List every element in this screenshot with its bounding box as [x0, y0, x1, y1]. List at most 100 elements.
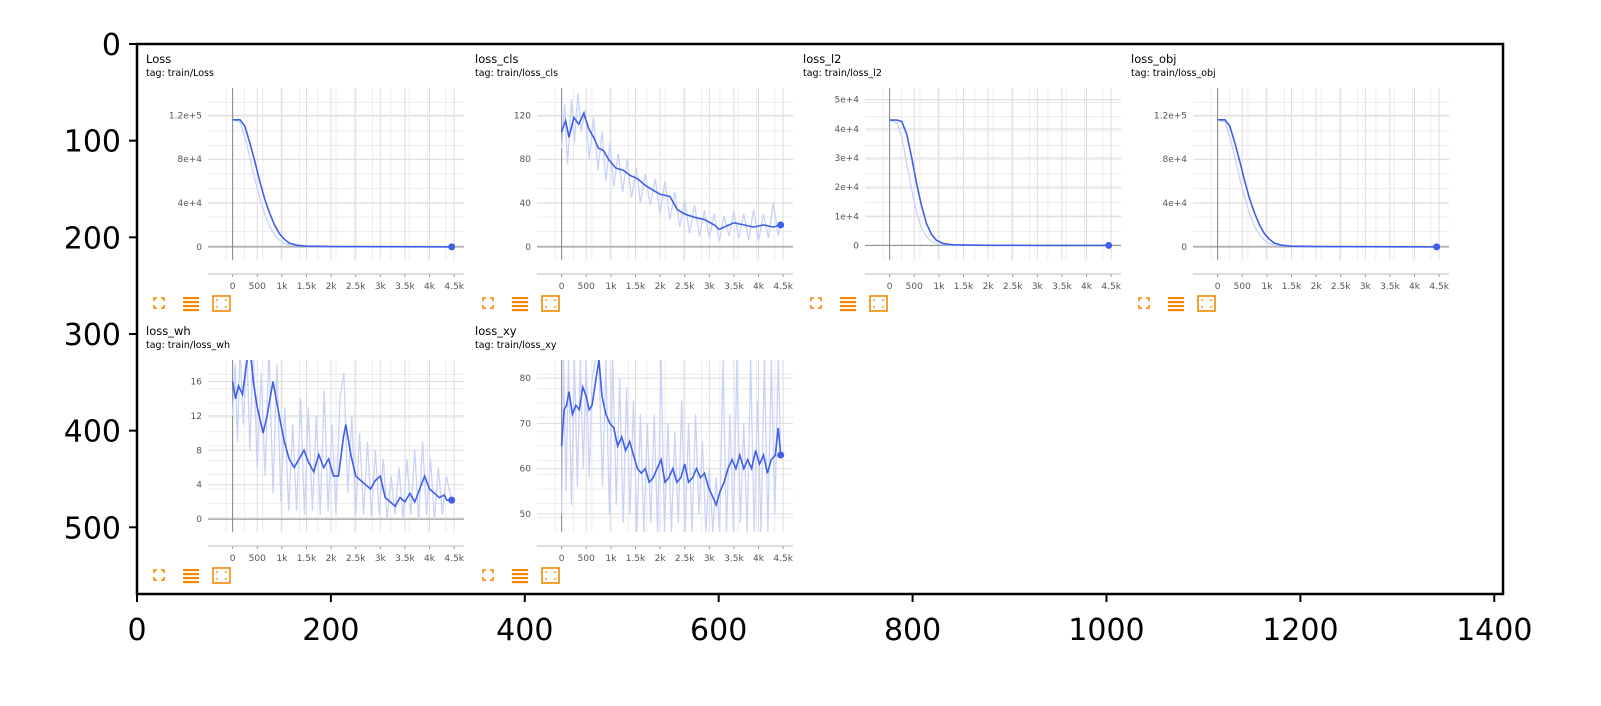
fit-domain-icon-frame — [212, 567, 231, 584]
x-tick-label: 0 — [559, 282, 565, 292]
panel-tag: tag: train/loss_obj — [1131, 68, 1216, 79]
panel-tag: tag: train/loss_xy — [475, 340, 557, 351]
y-tick-label: 2e+4 — [834, 183, 859, 193]
data-table-icon-bar — [840, 297, 856, 300]
x-tick-label: 500 — [578, 554, 595, 564]
x-tick-label: 3k — [1360, 282, 1372, 292]
chart-panel: loss_cls tag: train/loss_cls 0 500 1k 1.5k 2k 2… — [475, 52, 794, 312]
outer-x-tick-label: 1000 — [1068, 613, 1144, 648]
fit-domain-icon-corners — [545, 299, 556, 308]
chart-panel: loss_xy tag: train/loss_xy 0 500 1k 1.5k 2k 2.5… — [475, 324, 794, 584]
y-tick-label: 1.2e+5 — [169, 111, 202, 121]
raw-series-line — [560, 93, 782, 242]
panel-title: loss_cls — [475, 52, 518, 66]
x-tick-label: 2k — [983, 282, 995, 292]
y-tick-label: 0 — [1181, 243, 1187, 253]
x-tick-label: 500 — [1234, 282, 1251, 292]
x-tick-label: 0 — [230, 282, 236, 292]
y-tick-label: 4 — [196, 481, 202, 491]
x-tick-label: 4k — [753, 554, 765, 564]
panel-tag: tag: train/Loss — [146, 68, 214, 79]
outer-y-tick-label: 400 — [64, 415, 121, 450]
x-tick-label: 0 — [559, 554, 565, 564]
x-tick-label: 2k — [1311, 282, 1323, 292]
x-tick-label: 0 — [887, 282, 893, 292]
data-table-icon-bar — [183, 581, 199, 584]
expand-icon-shape — [482, 569, 494, 581]
x-tick-label: 0 — [1215, 282, 1221, 292]
y-tick-label: 5e+4 — [834, 96, 859, 106]
x-tick-label: 1k — [605, 554, 617, 564]
smoothed-series-line — [560, 110, 781, 231]
x-tick-label: 3k — [375, 554, 387, 564]
y-tick-label: 0 — [196, 243, 202, 253]
y-tick-label: 0 — [525, 243, 531, 253]
expand-icon — [482, 569, 494, 581]
data-table-icon-bar — [512, 309, 528, 312]
y-tick-label: 1e+4 — [834, 212, 859, 222]
x-tick-label: 0 — [230, 554, 236, 564]
smoothed-series-line — [232, 119, 452, 248]
y-tick-label: 120 — [514, 111, 531, 121]
smoothed-series-line — [1217, 119, 1437, 248]
x-tick-label: 2.5k — [675, 554, 695, 564]
data-table-icon-bar — [183, 573, 199, 576]
outer-x-tick-label: 200 — [302, 613, 359, 648]
panel-tag: tag: train/loss_cls — [475, 68, 558, 79]
x-tick-label: 4.5k — [444, 282, 464, 292]
fit-domain-icon — [541, 295, 560, 312]
fit-domain-icon-frame — [869, 295, 888, 312]
fit-domain-icon-corners — [216, 299, 227, 308]
x-tick-label: 2.5k — [1003, 282, 1023, 292]
data-table-icon-bar — [512, 577, 528, 580]
x-tick-label: 3.5k — [1380, 282, 1400, 292]
data-table-icon-bar — [183, 569, 199, 572]
x-tick-label: 500 — [906, 282, 923, 292]
data-table-icon-bar — [840, 309, 856, 312]
fit-domain-icon — [212, 295, 231, 312]
panel-tag: tag: train/loss_wh — [146, 340, 230, 351]
x-tick-label: 4k — [424, 282, 436, 292]
data-table-icon-bar — [512, 297, 528, 300]
data-table-icon-bar — [840, 305, 856, 308]
x-tick-label: 4.5k — [1101, 282, 1121, 292]
data-table-icon — [1168, 297, 1184, 312]
fit-domain-icon — [869, 295, 888, 312]
x-tick-label: 2.5k — [675, 282, 695, 292]
panel-title: Loss — [146, 52, 171, 66]
y-tick-label: 80 — [520, 374, 532, 384]
y-tick-label: 0 — [853, 241, 859, 251]
expand-icon-shape — [810, 297, 822, 309]
expand-icon — [482, 297, 494, 309]
last-point-marker — [448, 243, 456, 251]
y-tick-label: 4e+4 — [834, 125, 859, 135]
x-tick-label: 3k — [375, 282, 387, 292]
x-tick-label: 3.5k — [395, 554, 415, 564]
y-tick-label: 60 — [520, 465, 532, 475]
x-tick-label: 1k — [605, 282, 617, 292]
x-tick-label: 4.5k — [773, 282, 793, 292]
data-table-icon — [840, 297, 856, 312]
data-table-icon — [512, 569, 528, 584]
smoothed-series-line — [889, 119, 1109, 247]
y-tick-label: 4e+4 — [1162, 199, 1187, 209]
fit-domain-icon-corners — [216, 571, 227, 580]
x-tick-label: 1.5k — [954, 282, 974, 292]
fit-domain-icon-corners — [1201, 299, 1212, 308]
chart-panel: loss_obj tag: train/loss_obj 0 500 1k 1.5k 2k 2… — [1131, 52, 1450, 312]
y-tick-label: 40 — [520, 199, 532, 209]
x-tick-label: 3.5k — [724, 282, 744, 292]
x-tick-label: 1k — [276, 282, 288, 292]
fit-domain-icon-corners — [873, 299, 884, 308]
x-tick-label: 1k — [1261, 282, 1273, 292]
x-tick-label: 1k — [933, 282, 945, 292]
y-tick-label: 12 — [191, 412, 202, 422]
x-tick-label: 1.5k — [297, 554, 317, 564]
data-table-icon-bar — [183, 305, 199, 308]
expand-icon-shape — [482, 297, 494, 309]
x-tick-label: 500 — [249, 282, 266, 292]
y-tick-label: 0 — [196, 515, 202, 525]
y-tick-label: 8e+4 — [1162, 155, 1187, 165]
